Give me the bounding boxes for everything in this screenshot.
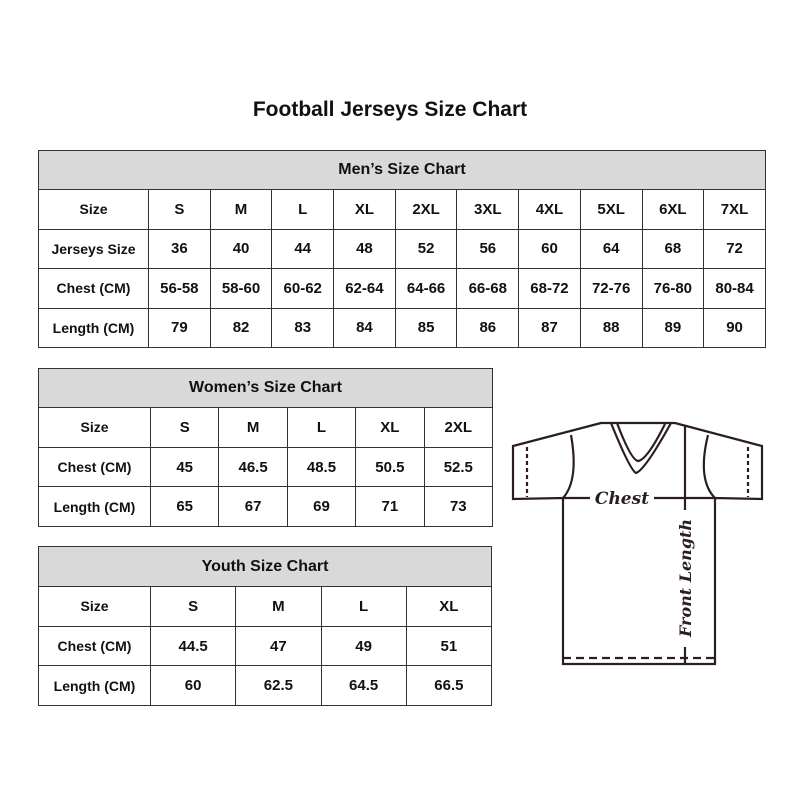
table-cell: 71 xyxy=(355,486,425,528)
jersey-outline xyxy=(511,421,764,666)
table-cell: S xyxy=(149,407,220,448)
table-cell: 83 xyxy=(271,307,335,348)
table-cell: 62.5 xyxy=(235,665,322,707)
table-cell: 89 xyxy=(641,307,705,348)
table-cell: 47 xyxy=(235,625,322,667)
table-cell: 79 xyxy=(148,307,211,348)
table-cell: M xyxy=(218,407,288,448)
table-cell: 67 xyxy=(218,486,288,528)
table-cell: M xyxy=(209,189,273,230)
table-cell: 45 xyxy=(149,446,220,488)
table-cell: 58-60 xyxy=(209,268,273,309)
table-cell: 56 xyxy=(456,228,520,269)
table-cell: 48.5 xyxy=(286,446,357,488)
row-label: Length (CM) xyxy=(38,307,149,348)
table-cell: 72-76 xyxy=(579,268,643,309)
row-label: Jerseys Size xyxy=(38,228,149,269)
table-cell: 85 xyxy=(394,307,458,348)
men-table-title: Men’s Size Chart xyxy=(38,150,766,190)
table-cell: 64-66 xyxy=(394,268,458,309)
table-row: Length (CM) 65 67 69 71 73 xyxy=(38,486,494,528)
table-cell: 86 xyxy=(456,307,520,348)
table-cell: S xyxy=(148,189,211,230)
table-cell: 90 xyxy=(703,307,766,348)
table-cell: 52.5 xyxy=(423,446,494,488)
table-row: Chest (CM) 56-58 58-60 60-62 62-64 64-66 66-68… xyxy=(38,268,766,309)
table-cell: 64 xyxy=(579,228,643,269)
table-cell: 6XL xyxy=(641,189,705,230)
row-label: Size xyxy=(38,407,151,448)
youth-table-title: Youth Size Chart xyxy=(37,546,493,587)
table-row: Chest (CM) 45 46.5 48.5 50.5 52.5 xyxy=(38,446,494,488)
table-cell: 68 xyxy=(641,228,705,269)
table-cell: 76-80 xyxy=(641,268,705,309)
table-cell: 66.5 xyxy=(405,665,493,707)
table-cell: 44 xyxy=(271,228,335,269)
table-cell: 60 xyxy=(149,665,237,707)
table-cell: 52 xyxy=(394,228,458,269)
table-cell: 69 xyxy=(286,486,357,528)
table-row: Length (CM) 79 82 83 84 85 86 87 88 89 90 xyxy=(38,307,766,348)
table-row: Size S M L XL xyxy=(38,586,493,627)
row-label: Chest (CM) xyxy=(38,268,149,309)
table-cell: 3XL xyxy=(456,189,520,230)
table-row: Jerseys Size 36 40 44 48 52 56 60 64 68 72 xyxy=(38,228,766,269)
row-label: Chest (CM) xyxy=(38,446,151,488)
table-cell: 5XL xyxy=(579,189,643,230)
table-row: Length (CM) 60 62.5 64.5 66.5 xyxy=(38,665,493,707)
row-label: Size xyxy=(38,189,149,230)
chest-label: Chest xyxy=(595,489,649,509)
row-label: Chest (CM) xyxy=(38,625,151,667)
table-cell: 72 xyxy=(703,228,766,269)
table-row: Chest (CM) 44.5 47 49 51 xyxy=(38,625,493,667)
table-cell: 48 xyxy=(333,228,396,269)
table-cell: XL xyxy=(355,407,425,448)
table-row: Size S M L XL 2XL 3XL 4XL 5XL 6XL 7XL xyxy=(38,189,766,230)
table-cell: XL xyxy=(333,189,396,230)
table-cell: 60 xyxy=(518,228,581,269)
mens-size-table: Men’s Size Chart Size S M L XL 2XL 3XL 4XL 5XL 6XL… xyxy=(38,150,766,348)
row-label: Size xyxy=(38,586,151,627)
table-cell: L xyxy=(320,586,407,627)
table-cell: 40 xyxy=(209,228,273,269)
table-cell: 87 xyxy=(518,307,581,348)
table-cell: 73 xyxy=(423,486,494,528)
table-cell: 51 xyxy=(405,625,493,667)
women-table-title: Women’s Size Chart xyxy=(37,368,494,408)
table-cell: 49 xyxy=(320,625,407,667)
table-cell: 7XL xyxy=(703,189,766,230)
table-cell: 68-72 xyxy=(518,268,581,309)
table-cell: 46.5 xyxy=(218,446,288,488)
row-label: Length (CM) xyxy=(38,665,151,707)
table-cell: 2XL xyxy=(423,407,494,448)
table-cell: 88 xyxy=(579,307,643,348)
row-label: Length (CM) xyxy=(38,486,151,528)
table-cell: S xyxy=(149,586,237,627)
table-cell: 44.5 xyxy=(149,625,237,667)
table-cell: 84 xyxy=(333,307,396,348)
youth-size-table: Youth Size Chart Size S M L XL Chest (CM) 44.5 4… xyxy=(37,546,493,707)
table-cell: XL xyxy=(405,586,493,627)
table-cell: 36 xyxy=(148,228,211,269)
front-length-label: Front Length xyxy=(676,519,695,638)
womens-size-table: Women’s Size Chart Size S M L XL 2XL Chest (CM)… xyxy=(37,368,494,528)
table-cell: 66-68 xyxy=(456,268,520,309)
table-cell: 50.5 xyxy=(355,446,425,488)
page-title: Football Jerseys Size Chart xyxy=(252,98,528,121)
jersey-diagram: Chest Front Length xyxy=(511,421,764,666)
table-cell: 56-58 xyxy=(148,268,211,309)
table-cell: M xyxy=(235,586,322,627)
table-cell: L xyxy=(286,407,357,448)
table-cell: 2XL xyxy=(394,189,458,230)
table-cell: 65 xyxy=(149,486,220,528)
table-row: Size S M L XL 2XL xyxy=(38,407,494,448)
table-cell: 82 xyxy=(209,307,273,348)
table-cell: 80-84 xyxy=(703,268,766,309)
table-cell: 62-64 xyxy=(333,268,396,309)
table-cell: 64.5 xyxy=(320,665,407,707)
table-cell: 60-62 xyxy=(271,268,335,309)
table-cell: L xyxy=(271,189,335,230)
table-cell: 4XL xyxy=(518,189,581,230)
